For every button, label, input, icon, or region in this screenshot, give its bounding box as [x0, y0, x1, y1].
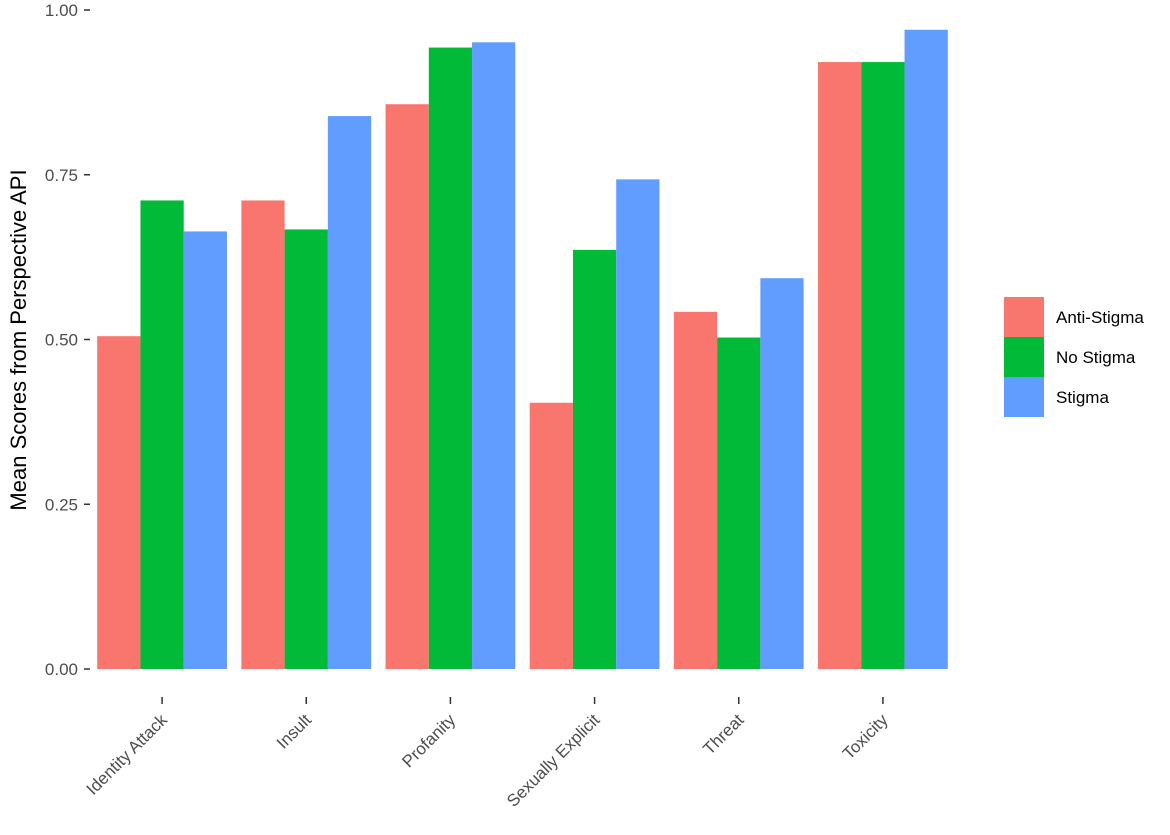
bar-no-stigma-sexually-explicit: [572, 249, 617, 669]
bar-stigma-toxicity: [904, 29, 948, 669]
y-axis: 0.00 0.25 0.50 0.75 1.00: [45, 1, 90, 679]
y-tick-label: 0.25: [45, 495, 78, 514]
y-tick-label: 0.75: [45, 166, 78, 185]
x-tick-label: Identity Attack: [83, 710, 172, 799]
bar-stigma-profanity: [472, 42, 516, 669]
x-tick-label: Toxicity: [839, 710, 892, 763]
legend-key-anti-stigma: [1004, 297, 1044, 337]
bar-anti-stigma-insult: [241, 200, 285, 670]
bar-no-stigma-threat: [717, 337, 761, 669]
bar-anti-stigma-profanity: [385, 104, 429, 669]
bar-anti-stigma-toxicity: [818, 62, 862, 670]
bar-anti-stigma-identity-attack: [97, 336, 141, 669]
legend-label: Anti-Stigma: [1056, 308, 1144, 327]
bar-no-stigma-identity-attack: [140, 200, 184, 670]
bar-anti-stigma-sexually-explicit: [529, 402, 573, 669]
bar-stigma-insult: [327, 116, 372, 669]
x-tick-label: Profanity: [398, 710, 459, 771]
bar-stigma-identity-attack: [183, 231, 227, 669]
bar-anti-stigma-threat: [673, 311, 718, 669]
x-tick-label: Insult: [273, 710, 315, 752]
bar-no-stigma-toxicity: [861, 62, 905, 670]
y-axis-title: Mean Scores from Perspective API: [6, 169, 31, 510]
x-tick-label: Threat: [699, 710, 747, 758]
bar-stigma-sexually-explicit: [616, 179, 660, 669]
y-tick-label: 1.00: [45, 1, 78, 20]
x-tick-label: Sexually Explicit: [503, 710, 603, 810]
bar-stigma-threat: [760, 278, 804, 669]
legend-key-no-stigma: [1004, 337, 1044, 377]
bars: [97, 29, 948, 670]
bar-no-stigma-insult: [284, 229, 328, 669]
y-tick-label: 0.50: [45, 331, 78, 350]
x-axis: Identity Attack Insult Profanity Sexually E…: [83, 697, 892, 811]
legend-label: Stigma: [1056, 388, 1109, 407]
legend-key-stigma: [1004, 377, 1044, 417]
y-tick-label: 0.00: [45, 660, 78, 679]
legend: Anti-Stigma No Stigma Stigma: [1004, 297, 1144, 417]
bar-no-stigma-profanity: [428, 47, 473, 670]
legend-label: No Stigma: [1056, 348, 1136, 367]
